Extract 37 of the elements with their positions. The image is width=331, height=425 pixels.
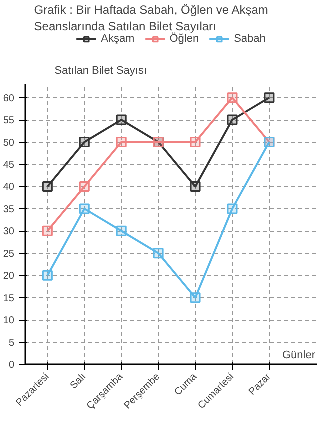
point [190,137,201,148]
y-tick-label: 20 [3,271,15,282]
y-tick-label: 10 [3,316,15,327]
point [79,137,90,148]
point [42,270,53,281]
y-tick-label: 45 [3,160,15,171]
point [227,204,238,214]
point [227,114,238,126]
x-tick-label: Salı [68,372,89,392]
y-tick-label: 30 [3,226,15,238]
point [42,181,53,192]
y-tick-label: 55 [3,116,15,127]
point [116,137,127,148]
y-axis-title: Satılan Bilet Sayısı [54,64,148,77]
point [153,248,164,259]
point [79,181,90,192]
point [116,114,127,126]
point [79,204,90,214]
legend-label: Öğlen [170,33,200,45]
chart-title: Grafik : Bir Haftada Sabah, Öğlen ve Akşam Seanslarında Satılan Bilet Sayıları [34,2,268,34]
y-tick-label: 0 [8,360,15,371]
y-tick-label: 25 [3,248,15,260]
y-tick-label: 60 [3,93,15,104]
legend-label: Sabah [234,33,266,45]
y-tick-label: 5 [8,338,15,349]
point [264,92,275,104]
point [190,181,201,192]
point [190,292,201,304]
y-tick-label: 50 [3,138,15,149]
y-tick-label: 15 [3,293,15,304]
y-tick-label: 40 [3,182,15,194]
point [42,226,53,236]
point [227,92,238,104]
y-tick-label: 35 [3,204,15,216]
point [116,226,127,236]
legend-label: Akşam [101,33,135,45]
x-axis-title: Günler [282,350,316,362]
